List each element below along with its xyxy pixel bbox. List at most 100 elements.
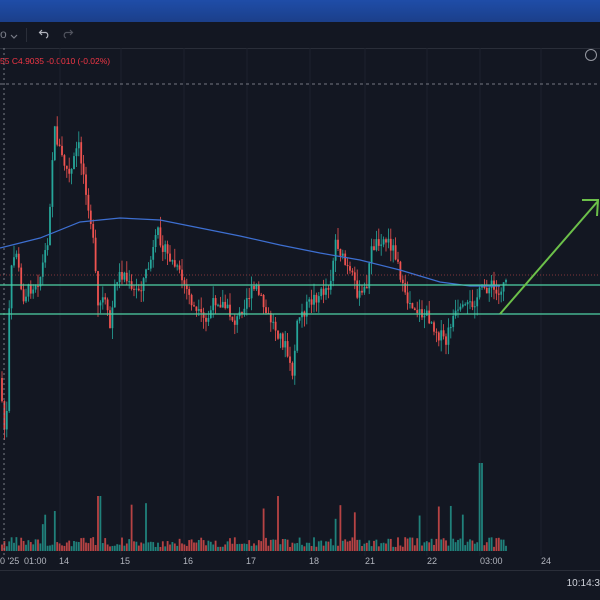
volume-bar [250,545,253,551]
volume-bar [435,538,438,551]
volume-bar [397,537,399,551]
volume-bar [454,542,457,551]
candle-body [241,311,243,315]
volume-bar [375,539,378,551]
candle-body [44,250,47,263]
candle-body [375,239,378,251]
candle-body [140,290,143,292]
volume-bar [303,546,306,551]
volume-bar [51,544,54,551]
candle-body [94,237,97,272]
volume-bar [65,542,68,551]
time-axis-label: 0 '25 [0,556,20,566]
interval-button[interactable]: o [0,27,7,41]
volume-bar [437,506,440,551]
candle-body [262,294,265,308]
candle-body [200,309,203,313]
volume-bar [171,542,174,551]
candle-body [361,290,363,293]
candle-body [118,271,121,283]
volume-bar [140,542,143,551]
candle-body [1,378,3,402]
candle-body [389,238,392,251]
volume-histogram [1,463,507,551]
volume-bar [286,539,289,551]
candle-body [281,333,284,348]
price-chart[interactable] [0,48,600,556]
candle-body [490,280,493,288]
volume-bar [404,537,407,551]
volume-bar [169,544,171,551]
candle-body [145,269,147,279]
volume-bar [116,544,119,551]
chevron-down-icon[interactable] [10,29,18,43]
volume-bar [281,539,284,551]
candle-body [56,126,59,145]
undo-icon[interactable] [38,27,50,42]
candle-body [406,292,409,304]
volume-bar [183,544,186,551]
candle-body [99,302,102,306]
candle-body [277,330,279,339]
candle-body [272,321,275,323]
candle-body [421,309,423,318]
volume-bar [195,542,198,551]
candle-body [65,165,68,169]
volume-bar [413,545,416,551]
candle-body [197,309,200,311]
candle-body [478,287,481,298]
candle-body [169,253,171,262]
volume-bar [320,540,323,551]
time-axis-label: 17 [246,556,257,566]
volume-bar [111,545,114,551]
camera-icon[interactable] [585,49,597,61]
candle-body [473,306,476,308]
volume-bar [178,538,181,551]
candle-body [58,144,61,146]
candle-body [320,288,323,297]
volume-bar [164,546,167,551]
time-axis-label: 22 [427,556,438,566]
volume-bar [46,545,49,551]
candle-body [17,253,20,268]
volume-bar [363,543,366,551]
volume-bar [99,496,102,551]
volume-bar [145,503,147,551]
volume-bar [125,543,128,551]
ohlc-change: -0.0010 (-0.02%) [46,56,111,66]
volume-bar [344,539,347,551]
candle-body [89,210,92,224]
volume-bar [113,545,116,551]
volume-bar [387,538,390,551]
candle-body [123,272,126,280]
volume-bar [289,546,291,551]
candle-body [457,309,459,311]
candle-body [41,262,44,277]
volume-bar [190,539,193,551]
volume-bar [317,541,320,551]
candle-body [205,317,207,322]
candle-body [219,304,222,308]
volume-bar [274,539,277,551]
time-axis-label: 03:00 [480,556,503,566]
volume-bar [44,514,47,551]
volume-bar [188,540,191,551]
volume-bar [332,545,335,551]
volume-bar [77,542,80,551]
volume-bar [89,538,92,551]
candle-body [483,285,486,288]
volume-bar [173,543,176,551]
volume-bar [149,541,152,551]
candle-body [385,239,387,243]
volume-bar [87,543,90,551]
volume-bar [219,546,222,551]
volume-bar [128,539,131,551]
volume-bar [1,544,3,551]
time-axis-label: 15 [120,556,131,566]
volume-bar [209,541,212,551]
candle-body [87,194,90,211]
redo-icon[interactable] [62,27,74,42]
candle-body [159,227,162,246]
volume-bar [341,540,344,551]
candle-body [61,145,63,156]
